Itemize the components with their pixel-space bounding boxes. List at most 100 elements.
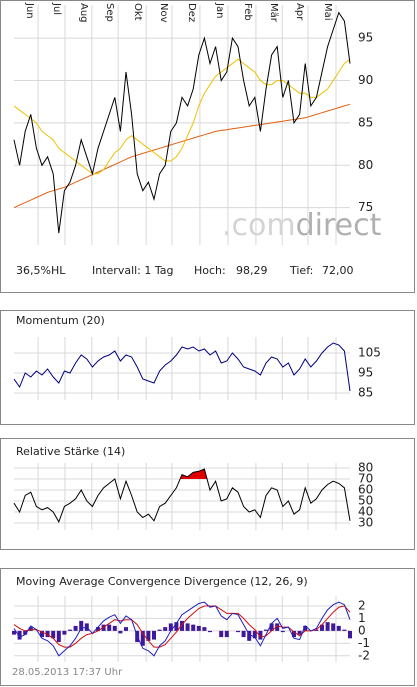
- histogram-bar: [62, 630, 67, 635]
- x-tick-label: Apr: [294, 3, 305, 21]
- histogram-bar: [163, 627, 168, 631]
- series-line: [13, 601, 351, 657]
- histogram-bar: [152, 630, 156, 640]
- histogram-bar: [185, 623, 190, 631]
- series-line: [13, 342, 351, 392]
- histogram-bar: [180, 620, 184, 631]
- histogram-bar: [303, 625, 308, 631]
- info-range: 36,5%HL: [16, 264, 66, 277]
- x-tick-label: Mai: [322, 3, 333, 21]
- timestamp: 28.05.2013 17:37 Uhr: [12, 667, 123, 678]
- series-line: [13, 468, 351, 524]
- x-tick-label: Nov: [158, 3, 169, 23]
- histogram-bar: [247, 630, 252, 641]
- histogram-bar: [23, 630, 28, 635]
- x-tick-label: Dez: [186, 3, 197, 22]
- y-tick-label: 60: [358, 482, 373, 496]
- histogram-bar: [79, 620, 84, 631]
- histogram-bar: [146, 630, 151, 641]
- overbought-fill: [14, 469, 350, 479]
- histogram-bar: [51, 630, 56, 639]
- x-tick-label: Mär: [268, 3, 279, 23]
- y-tick-label: 75: [358, 200, 373, 214]
- y-tick-label: 2: [358, 598, 366, 612]
- histogram-bar: [168, 623, 173, 631]
- histogram-bar: [331, 623, 336, 631]
- histogram-bar: [269, 623, 274, 631]
- histogram-bar: [56, 630, 61, 643]
- info-high-label: Hoch:: [194, 264, 226, 277]
- x-tick-label: Sep: [104, 3, 115, 22]
- histogram-bar: [336, 625, 341, 631]
- price-panel: [0, 0, 415, 293]
- momentum-panel: [0, 310, 415, 425]
- panel-title: Relative Stärke (14): [16, 445, 125, 458]
- histogram-bar: [118, 630, 123, 634]
- histogram-bar: [236, 630, 240, 633]
- x-tick-label: Okt: [132, 3, 143, 21]
- series-line: [13, 11, 351, 234]
- info-high: 98,29: [236, 264, 268, 277]
- histogram-bar: [28, 627, 33, 631]
- histogram-bar: [241, 630, 246, 638]
- y-tick-label: 105: [358, 346, 381, 360]
- y-tick-label: 0: [358, 623, 366, 637]
- x-tick-label: Aug: [78, 3, 89, 23]
- histogram-bar: [297, 630, 302, 635]
- histogram-bar: [202, 627, 207, 631]
- histogram-bar: [320, 624, 324, 631]
- panel-title: Moving Average Convergence Divergence (1…: [16, 575, 308, 588]
- watermark-part: direct: [296, 208, 382, 243]
- histogram-bar: [252, 630, 257, 639]
- histogram-bar: [348, 630, 352, 639]
- histogram-bar: [12, 630, 16, 635]
- histogram-bar: [17, 630, 22, 640]
- histogram-bar: [314, 629, 319, 631]
- x-tick-label: Jan: [214, 2, 225, 18]
- panel-title: Momentum (20): [16, 314, 105, 327]
- y-tick-label: 90: [358, 73, 373, 87]
- histogram-bar: [96, 627, 100, 631]
- series-line: [13, 58, 351, 175]
- info-low-label: Tief:: [289, 264, 313, 277]
- histogram-bar: [325, 622, 330, 631]
- histogram-bar: [45, 630, 50, 638]
- watermark: .comdirect: [222, 208, 382, 243]
- histogram-bar: [107, 624, 112, 631]
- y-tick-label: 80: [358, 460, 373, 474]
- histogram-bar: [157, 629, 162, 631]
- x-tick-label: Jul: [51, 2, 62, 15]
- histogram-bar: [140, 630, 145, 646]
- histogram-bar: [280, 630, 285, 633]
- histogram-bar: [292, 630, 296, 638]
- histogram-bar: [264, 629, 268, 631]
- series-line: [13, 605, 351, 648]
- y-tick-label: 80: [358, 158, 373, 172]
- y-tick-label: 85: [358, 386, 373, 400]
- histogram-bar: [112, 625, 117, 631]
- histogram-bar: [275, 623, 280, 631]
- histogram-bar: [196, 625, 201, 631]
- y-tick-label: 95: [358, 31, 373, 45]
- y-tick-label: 1: [358, 611, 366, 625]
- histogram-bar: [342, 629, 347, 631]
- histogram-bar: [73, 625, 78, 631]
- y-tick-label: 95: [358, 366, 373, 380]
- histogram-bar: [101, 624, 106, 631]
- y-tick-label: -2: [358, 648, 370, 662]
- histogram-bar: [224, 630, 229, 638]
- info-low: 72,00: [322, 264, 354, 277]
- histogram-bar: [219, 630, 224, 638]
- x-tick-label: Feb: [242, 3, 253, 21]
- y-tick-label: -1: [358, 636, 370, 650]
- x-tick-label: Jun: [24, 2, 35, 19]
- histogram-bar: [191, 624, 196, 631]
- histogram-bar: [208, 630, 212, 633]
- histogram-bar: [124, 627, 128, 631]
- histogram-bar: [40, 630, 44, 638]
- y-tick-label: 85: [358, 115, 373, 129]
- info-interval: Intervall: 1 Tag: [92, 264, 174, 277]
- histogram-bar: [174, 622, 179, 631]
